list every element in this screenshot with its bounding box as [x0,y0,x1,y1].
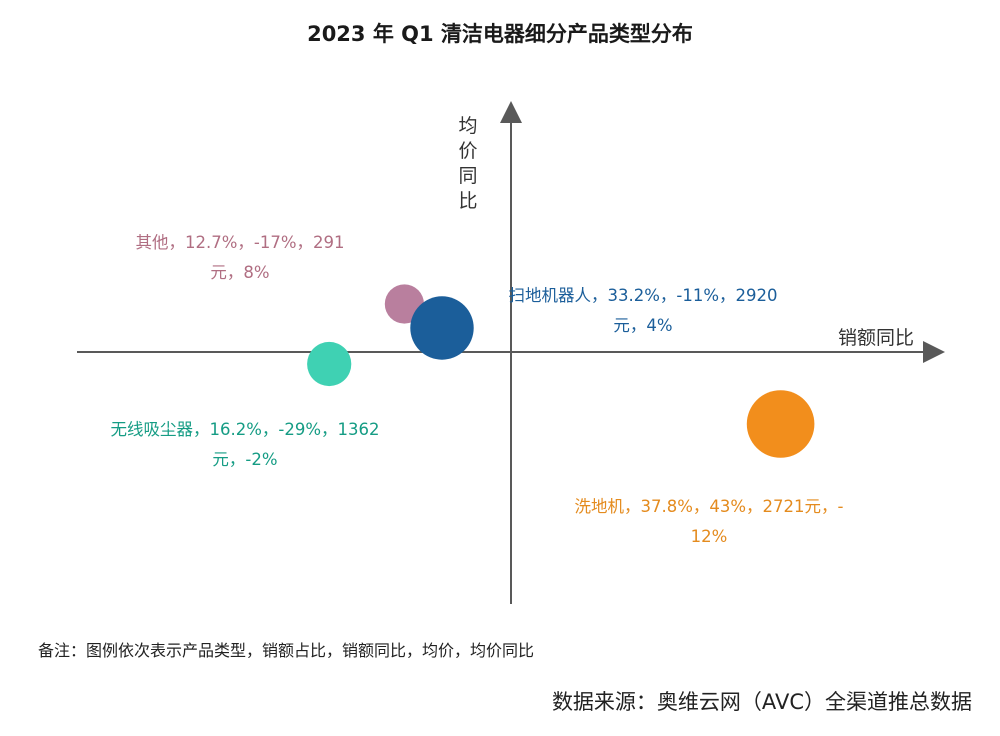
data-label-扫地机器人: 扫地机器人，33.2%，-11%，2920 元，4% [508,286,777,335]
data-label-其他: 其他，12.7%，-17%，291 元，8% [135,233,344,282]
chart-title: 2023 年 Q1 清洁电器细分产品类型分布 [307,22,693,46]
bubble-洗地机[interactable] [746,390,815,458]
y-axis-label: 均价同比 [458,115,477,212]
y-axis-arrow-icon [500,101,522,123]
bubble-无线吸尘器[interactable] [307,341,352,387]
data-label-洗地机: 洗地机，37.8%，43%，2721元，-12% [574,497,843,546]
x-axis-arrow-icon [923,341,945,363]
x-axis-label: 销额同比 [838,327,914,349]
data-source: 数据来源：奥维云网（AVC）全渠道推总数据 [551,690,972,714]
axes [77,101,945,604]
bubble-扫地机器人[interactable] [410,296,474,360]
footnote: 备注：图例依次表示产品类型，销额占比，销额同比，均价，均价同比 [38,641,535,660]
bubbles [307,284,815,458]
bubble-labels: 其他，12.7%，-17%，291 元，8% 扫地机器人，33.2%，-11%，29… [110,233,843,546]
data-label-无线吸尘器: 无线吸尘器，16.2%，-29%，1362 元，-2% [110,420,379,469]
